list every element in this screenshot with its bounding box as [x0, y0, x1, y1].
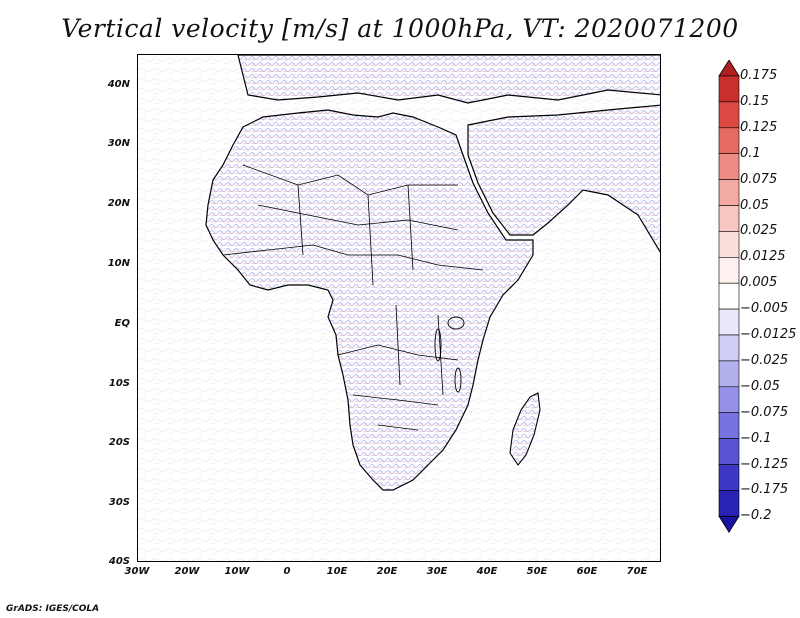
colorbar-segment	[718, 205, 740, 232]
colorbar-segment	[718, 360, 740, 388]
lon-label-0: 0	[283, 566, 291, 577]
colorbar-segment	[718, 257, 740, 284]
lon-label-40e: 40E	[476, 566, 498, 577]
lon-label-10w: 10W	[224, 566, 250, 577]
lon-label-20e: 20E	[376, 566, 398, 577]
lon-label-70e: 70E	[626, 566, 648, 577]
lat-label-20s: 20S	[108, 437, 130, 448]
lon-label-30e: 30E	[426, 566, 448, 577]
colorbar-label: 0.15	[740, 93, 769, 109]
lake-malawi	[454, 367, 462, 393]
colorbar-segment	[718, 231, 740, 258]
colorbar-segment	[718, 101, 740, 129]
map-canvas	[138, 55, 660, 561]
colorbar-label: 0.175	[740, 68, 778, 83]
colorbar-bottom-arrow	[718, 515, 740, 534]
colorbar-label: 0.05	[740, 197, 769, 213]
map-panel	[137, 54, 661, 562]
colorbar-label: −0.075	[740, 404, 789, 420]
colorbar-label: −0.175	[740, 482, 789, 498]
europe-coastline	[237, 55, 660, 104]
arabia-coastline	[467, 104, 660, 253]
madagascar-coastline	[509, 392, 541, 466]
lon-label-50e: 50E	[526, 566, 548, 577]
colorbar-segment	[718, 438, 740, 465]
colorbar-top-arrow	[718, 60, 740, 77]
lake-victoria	[447, 316, 465, 330]
colorbar-segment	[718, 282, 740, 310]
colorbar-segment	[718, 412, 740, 439]
colorbar-label: 0.005	[740, 275, 778, 291]
lat-label-eq: EQ	[114, 318, 130, 329]
colorbar-segment	[718, 464, 740, 491]
lon-label-20w: 20W	[174, 566, 200, 577]
africa-coastline	[205, 109, 534, 491]
colorbar-label: 0.075	[740, 171, 778, 187]
colorbar-label: −0.1	[740, 430, 772, 446]
lon-label-30w: 30W	[124, 566, 150, 577]
colorbar-segment	[718, 308, 740, 336]
lon-label-60e: 60E	[576, 566, 598, 577]
colorbar-label: −0.05	[740, 378, 780, 394]
colorbar-label: 0.125	[740, 119, 778, 135]
colorbar-label: −0.025	[740, 352, 789, 368]
colorbar-segment	[718, 75, 740, 103]
colorbar-label: −0.005	[740, 301, 789, 317]
colorbar-segment	[718, 490, 740, 517]
colorbar-label: 0.0125	[740, 249, 786, 265]
colorbar-label: −0.0125	[740, 327, 797, 342]
colorbar-label: 0.1	[740, 145, 761, 161]
lat-label-20n: 20N	[107, 198, 130, 209]
colorbar-segment	[718, 127, 740, 155]
lat-label-30n: 30N	[107, 138, 130, 149]
colorbar-segment	[718, 386, 740, 413]
lat-label-10s: 10S	[108, 378, 130, 389]
colorbar-segment	[718, 179, 740, 206]
lat-label-40n: 40N	[107, 79, 130, 90]
lon-label-10e: 10E	[326, 566, 348, 577]
colorbar-segment	[718, 153, 740, 180]
colorbar-label: 0.025	[740, 223, 778, 239]
colorbar-segment	[718, 334, 740, 362]
colorbar-label: −0.125	[740, 456, 789, 472]
colorbar-label: −0.2	[740, 508, 772, 524]
lat-label-30s: 30S	[108, 497, 130, 508]
grads-credit: GrADS: IGES/COLA	[6, 604, 100, 614]
map-title: Vertical velocity [m/s] at 1000hPa, VT: …	[61, 14, 739, 43]
lat-label-40s: 40S	[108, 556, 130, 567]
colorbar	[718, 60, 740, 534]
lat-label-10n: 10N	[107, 258, 130, 269]
lake-tanganyika	[434, 328, 442, 362]
